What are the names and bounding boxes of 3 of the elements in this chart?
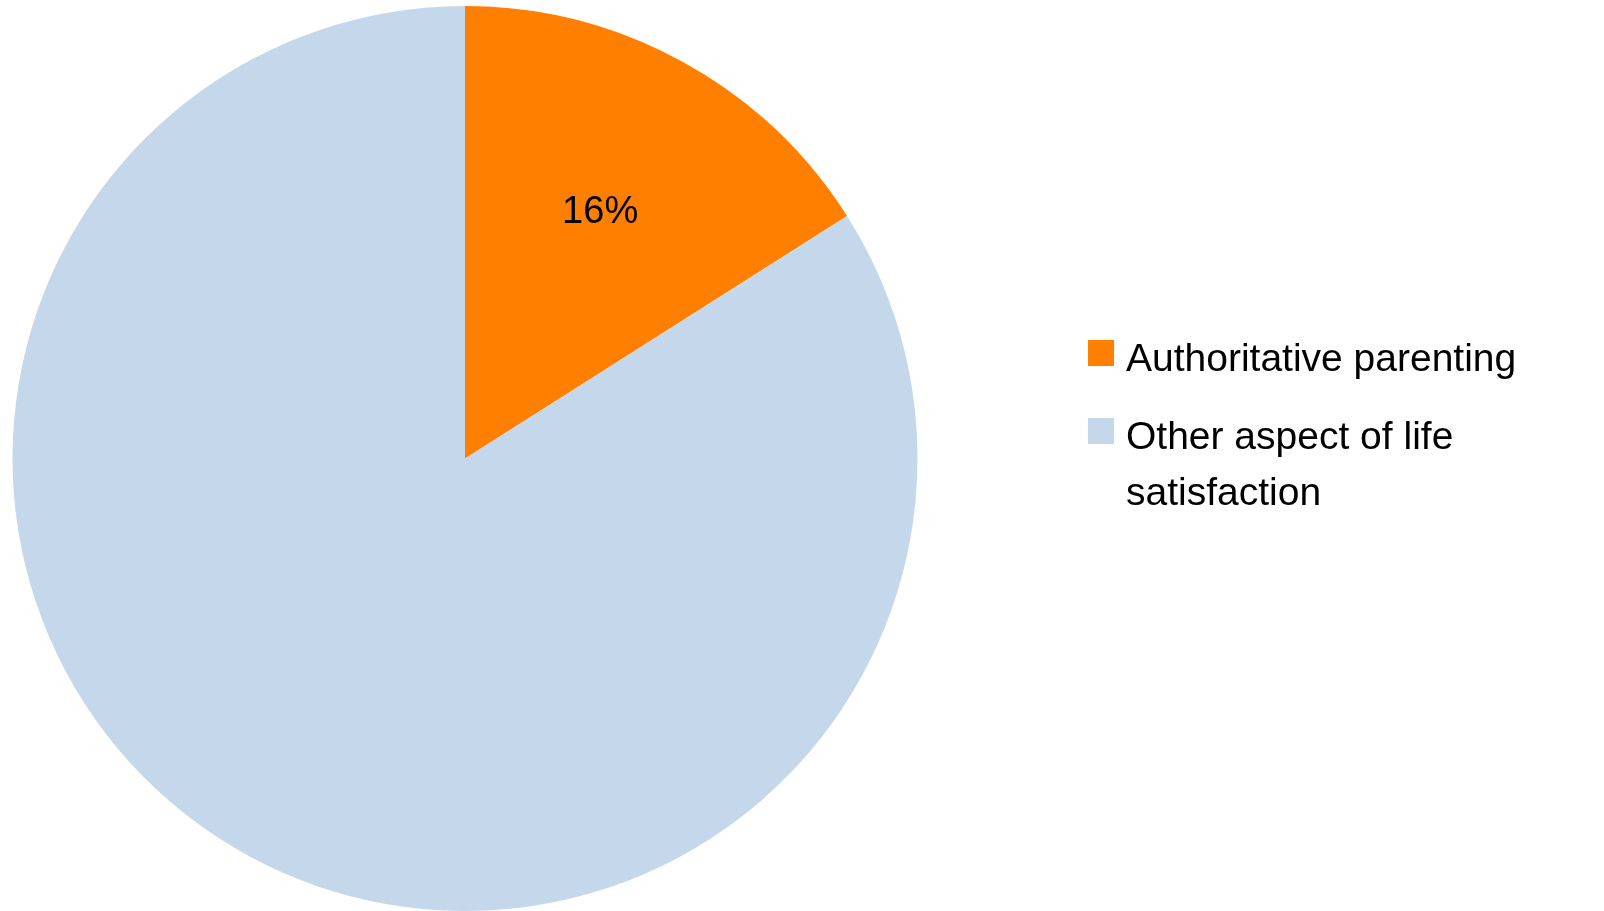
data-label: 16%	[562, 189, 639, 232]
legend-label: Authoritative parenting	[1126, 335, 1517, 381]
legend-label: Other aspect of life satisfaction	[1126, 413, 1455, 515]
